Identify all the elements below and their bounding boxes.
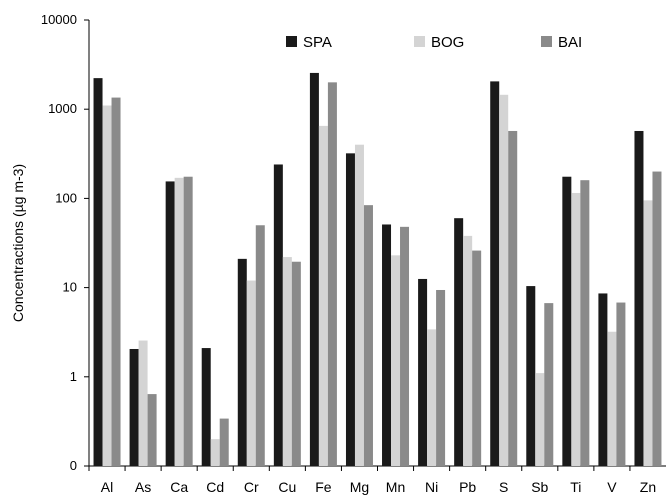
bar-bog-as [138,340,148,466]
bar-bai-fe [327,82,337,467]
x-tick-label: V [607,479,617,495]
bar-spa-al [93,78,103,467]
legend-swatch-spa [286,36,297,47]
bar-bai-cu [291,261,301,466]
legend-label-spa: SPA [303,34,332,51]
y-tick-label: 10 [63,280,77,295]
y-tick-label: 10000 [41,12,77,27]
bar-spa-cr [237,258,247,466]
bar-bai-mn [400,226,410,466]
x-tick-label: Fe [315,479,332,495]
x-tick-label: Cu [278,479,296,495]
bar-bai-cd [219,418,229,466]
bar-bog-fe [318,125,328,467]
bar-bog-al [102,105,112,466]
y-axis-label: Concentractions (µg m-3) [10,164,26,322]
x-tick-label: Mg [350,479,369,495]
x-tick-label: Mn [386,479,405,495]
bar-spa-cu [273,164,283,466]
bar-bai-ti [580,180,590,466]
x-tick-label: Ti [570,479,581,495]
bar-spa-mg [345,153,355,466]
bar-bog-sb [535,373,545,466]
bar-bai-ca [183,176,193,466]
legend-swatch-bog [414,36,425,47]
x-tick-label: As [135,479,151,495]
bar-spa-s [490,81,500,467]
bar-bai-mg [363,205,373,466]
bar-spa-fe [309,72,319,466]
bar-bai-ni [436,289,446,466]
bar-bog-cr [246,280,256,466]
bar-bai-s [508,130,518,467]
x-tick-label: Ca [170,479,188,495]
bar-bai-sb [544,303,554,466]
bar-spa-zn [634,130,644,467]
bar-bai-cr [255,225,265,466]
bar-spa-sb [526,286,536,466]
bar-spa-ca [165,181,175,466]
bar-bai-zn [652,171,662,466]
bar-bog-mn [391,255,401,466]
legend: SPA BOG BAI [286,34,582,51]
legend-label-bog: BOG [431,34,464,51]
bar-bog-cu [282,257,292,466]
bar-bog-v [607,331,617,466]
bar-spa-as [129,348,139,466]
bar-bog-ca [174,177,184,466]
bar-spa-pb [454,218,464,466]
bar-bai-as [147,394,157,466]
y-tick-label: 0 [70,458,77,473]
bar-bog-s [499,94,509,467]
bar-spa-ni [418,278,428,466]
x-tick-label: Cr [244,479,259,495]
legend-swatch-bai [541,36,552,47]
bar-bog-cd [210,439,220,466]
bar-bai-pb [472,250,482,466]
axes: 0 1 10 100 1000 10000 Al As Ca Cd Cr Cu Fe Mg Mn Ni Pb S S… [41,12,666,495]
y-tick-label: 1000 [48,101,77,116]
bars [93,72,662,467]
bar-bog-pb [463,235,473,466]
bar-spa-mn [382,224,392,466]
x-tick-label: Zn [640,479,656,495]
x-tick-label: S [499,479,508,495]
legend-label-bai: BAI [558,34,582,51]
bar-bog-mg [354,144,364,467]
bar-spa-v [598,293,608,466]
bar-spa-ti [562,176,572,466]
bar-bog-zn [643,200,653,466]
bar-bog-ti [571,192,581,466]
bar-spa-cd [201,348,211,466]
bar-bai-al [111,97,121,467]
x-tick-label: Ni [425,479,438,495]
x-tick-label: Sb [531,479,548,495]
x-tick-label: Al [101,479,113,495]
bar-bai-v [616,302,626,466]
y-tick-label: 100 [55,190,77,205]
y-tick-label: 1 [70,369,77,384]
x-tick-label: Pb [459,479,476,495]
x-tick-label: Cd [206,479,224,495]
bar-bog-ni [427,329,437,466]
